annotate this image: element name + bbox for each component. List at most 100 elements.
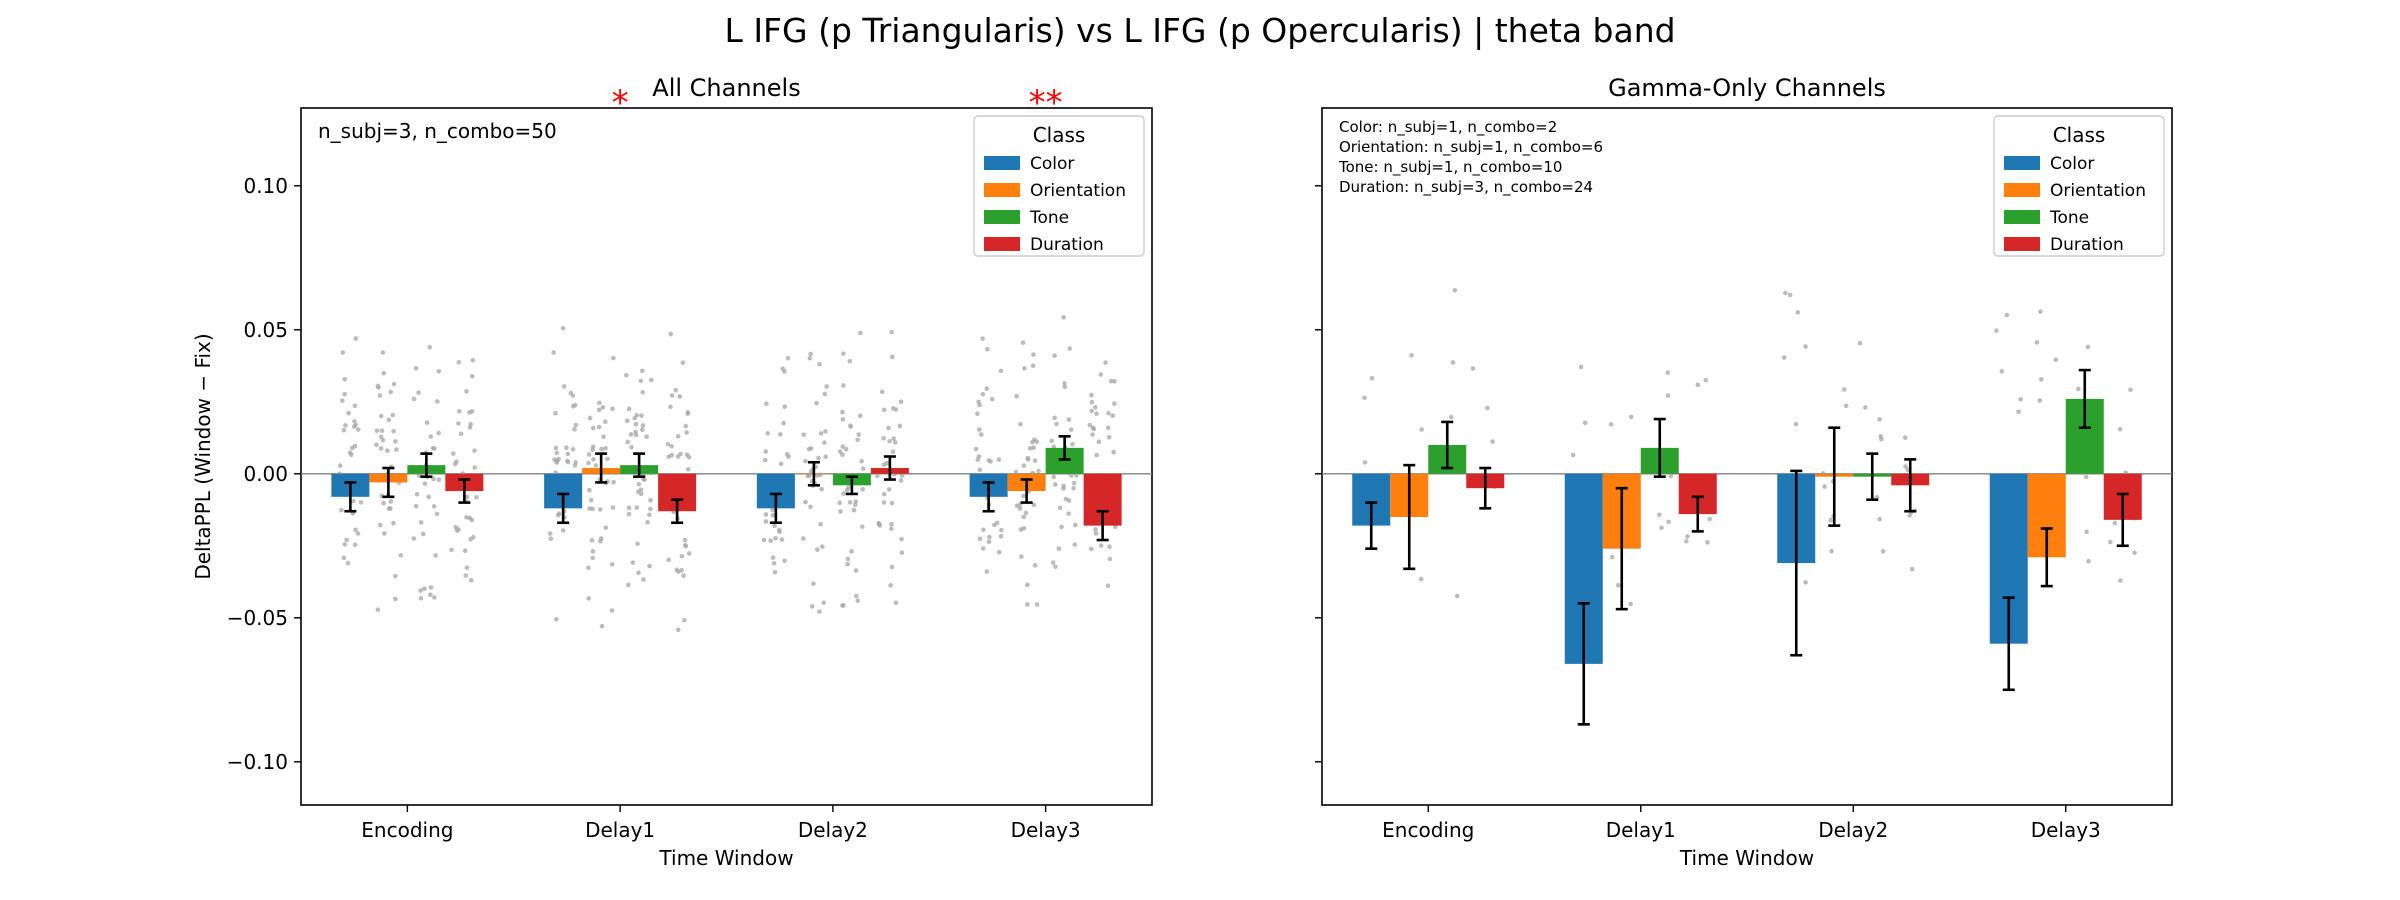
scatter-point	[560, 528, 566, 533]
scatter-point	[1049, 438, 1055, 444]
scatter-point	[381, 500, 386, 506]
scatter-point	[469, 373, 475, 379]
scatter-point	[1023, 510, 1029, 516]
scatter-point	[1863, 405, 1868, 410]
scatter-point	[431, 504, 437, 509]
x-tick-label-delay3: Delay3	[2031, 818, 2101, 842]
scatter-point	[1999, 369, 2005, 374]
scatter-point	[977, 427, 982, 432]
scatter-point	[1089, 392, 1094, 398]
scatter-point	[351, 498, 356, 504]
x-tick-label-encoding: Encoding	[1382, 818, 1474, 842]
scatter-point	[353, 336, 359, 341]
scatter-point	[899, 550, 905, 555]
scatter-point	[803, 499, 808, 505]
scatter-point	[1878, 433, 1883, 439]
scatter-point	[355, 531, 361, 536]
scatter-point	[588, 497, 594, 503]
scatter-point	[1103, 360, 1108, 365]
scatter-point	[889, 521, 894, 527]
scatter-point	[841, 602, 846, 608]
scatter-point	[778, 432, 783, 437]
scatter-point	[1994, 328, 1999, 333]
scatter-point	[380, 437, 386, 443]
scatter-point	[1021, 463, 1027, 468]
scatter-point	[426, 494, 432, 500]
scatter-point	[1107, 544, 1112, 550]
scatter-point	[1098, 372, 1104, 377]
scatter-point	[553, 410, 558, 416]
scatter-point	[840, 416, 846, 422]
scatter-point	[416, 473, 422, 478]
scatter-point	[855, 437, 860, 443]
scatter-point	[1608, 422, 1614, 427]
scatter-point	[683, 543, 689, 549]
scatter-point	[1061, 486, 1066, 491]
scatter-point	[893, 600, 899, 605]
scatter-point	[625, 439, 631, 445]
scatter-point	[1062, 381, 1067, 386]
panel-title: All Channels	[652, 74, 800, 102]
scatter-point	[450, 451, 456, 456]
scatter-point	[464, 565, 470, 571]
scatter-point	[889, 354, 895, 360]
legend: Class Color Orientation Tone Duration	[973, 115, 1145, 257]
scatter-point	[1030, 439, 1035, 445]
scatter-point	[570, 447, 576, 452]
scatter-point	[814, 473, 820, 478]
legend-swatch-color	[984, 156, 1020, 170]
scatter-point	[851, 507, 857, 513]
scatter-point	[1793, 421, 1799, 427]
scatter-point	[980, 546, 986, 551]
y-tick-label: −0.10	[227, 750, 288, 774]
scatter-point	[1108, 378, 1114, 384]
scatter-point	[680, 360, 686, 365]
scatter-point	[1695, 382, 1701, 388]
scatter-point	[1452, 287, 1458, 293]
scatter-point	[635, 489, 641, 495]
scatter-point	[347, 450, 353, 455]
scatter-point	[1668, 473, 1674, 479]
scatter-point	[765, 431, 771, 436]
scatter-point	[590, 425, 596, 431]
scatter-point	[1106, 410, 1111, 416]
scatter-point	[1059, 524, 1064, 530]
scatter-point	[351, 424, 357, 429]
scatter-point	[686, 551, 692, 556]
scatter-point	[1578, 364, 1584, 370]
scatter-point	[994, 520, 1000, 526]
scatter-point	[467, 515, 473, 521]
scatter-point	[639, 427, 645, 432]
scatter-point	[1054, 421, 1059, 427]
scatter-point	[897, 423, 903, 429]
scatter-point	[381, 370, 387, 376]
scatter-point	[2053, 357, 2059, 362]
scatter-point	[975, 411, 980, 417]
y-tick-label: 0.05	[243, 318, 288, 342]
scatter-point	[636, 481, 642, 487]
scatter-point	[782, 369, 787, 374]
scatter-point	[471, 534, 476, 540]
scatter-point	[458, 431, 464, 437]
scatter-point	[773, 535, 778, 541]
scatter-point	[379, 428, 385, 433]
scatter-point	[346, 410, 352, 416]
annotation-line: Color: n_subj=1, n_combo=2	[1339, 118, 1557, 137]
scatter-point	[666, 557, 671, 563]
scatter-point	[593, 463, 599, 468]
scatter-point	[683, 423, 689, 429]
scatter-point	[1880, 549, 1886, 554]
scatter-point	[822, 391, 828, 397]
scatter-point	[976, 454, 982, 459]
scatter-point	[984, 346, 990, 352]
scatter-point	[768, 538, 773, 544]
scatter-point	[1022, 366, 1027, 371]
scatter-point	[422, 586, 427, 592]
scatter-point	[998, 533, 1004, 539]
scatter-point	[1094, 452, 1099, 458]
scatter-point	[644, 434, 649, 439]
legend-label-tone: Tone	[1029, 208, 1069, 228]
scatter-point	[342, 377, 348, 382]
scatter-point	[624, 372, 629, 378]
scatter-point	[1903, 464, 1908, 469]
